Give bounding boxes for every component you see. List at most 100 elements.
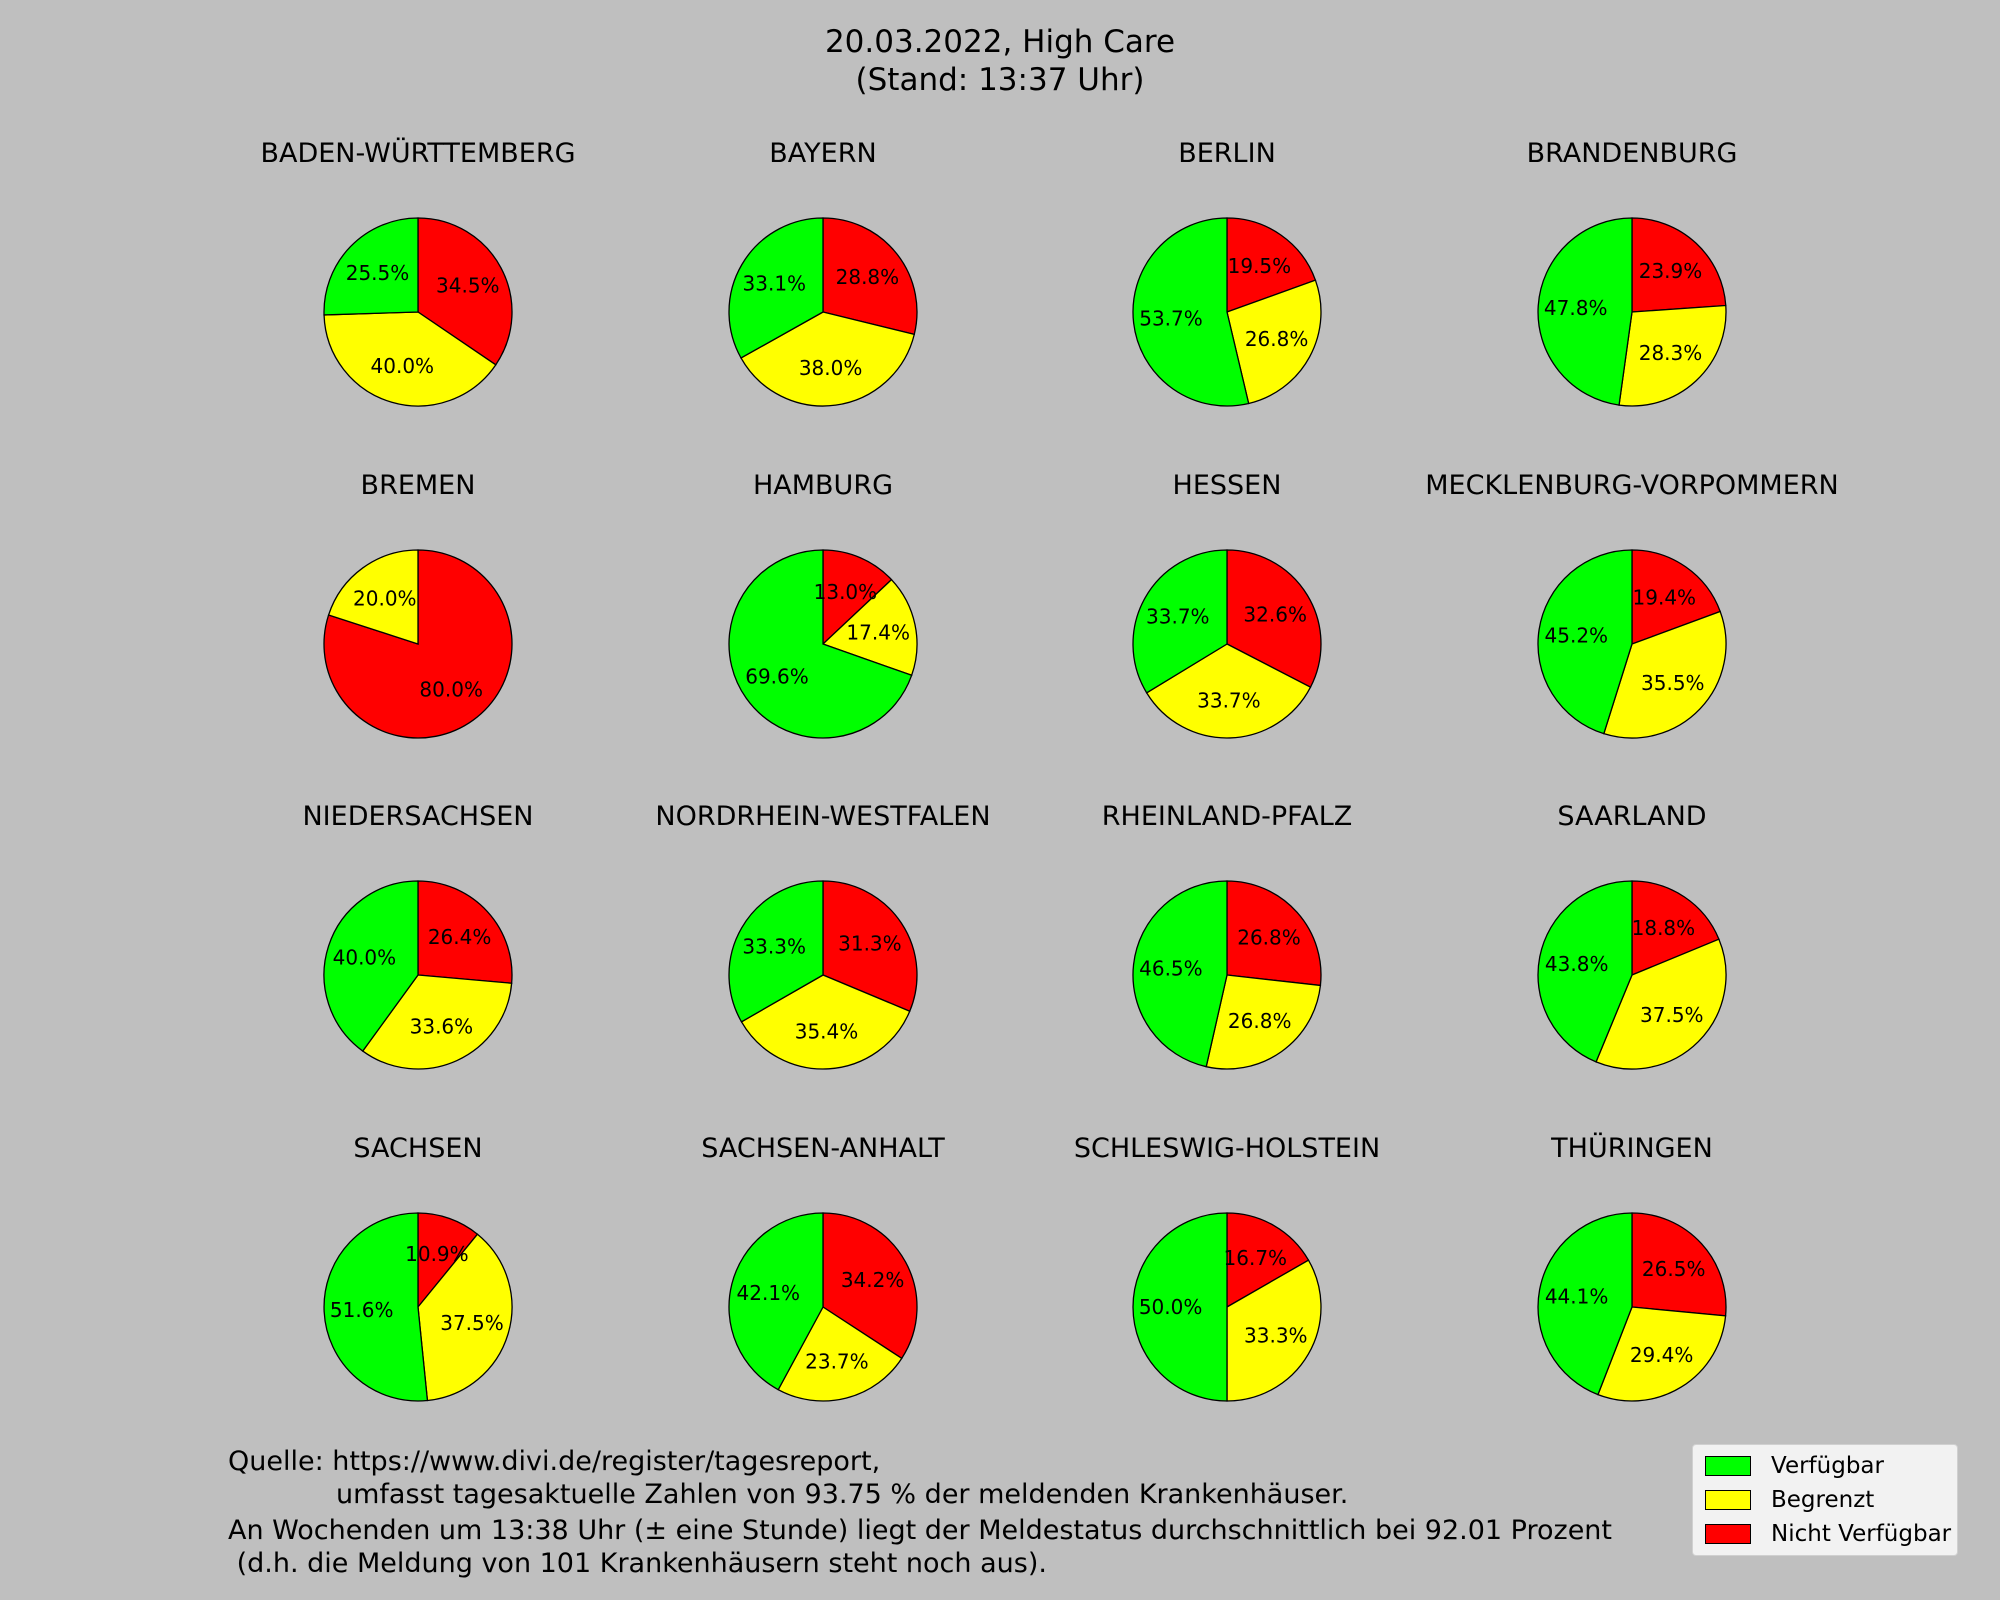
pie-saarland: SAARLAND 18.8% 37.5% 43.8% bbox=[1537, 801, 1727, 1070]
pie-label-baden-wuerttemberg-verfuegbar: 25.5% bbox=[346, 261, 410, 285]
pie-label-thueringen-nicht-verfuegbar: 26.5% bbox=[1642, 1257, 1706, 1281]
pie-label-thueringen-begrenzt: 29.4% bbox=[1630, 1343, 1694, 1367]
pie-label-bremen-begrenzt: 20.0% bbox=[353, 586, 417, 610]
source-note-line2: umfasst tagesaktuelle Zahlen von 93.75 %… bbox=[336, 1479, 1349, 1510]
legend: Verfügbar Begrenzt Nicht Verfügbar bbox=[1692, 1444, 1958, 1556]
pie-slice-thueringen-nicht-verfuegbar bbox=[1631, 1212, 1727, 1317]
legend-label-begrenzt: Begrenzt bbox=[1771, 1487, 1875, 1513]
pie-slice-baden-wuerttemberg-nicht-verfuegbar bbox=[417, 217, 513, 366]
pie-label-sachsen-anhalt-begrenzt: 23.7% bbox=[805, 1350, 869, 1374]
pie-label-berlin-begrenzt: 26.8% bbox=[1245, 327, 1309, 351]
pie-slice-baden-wuerttemberg-begrenzt bbox=[323, 311, 497, 407]
pie-label-sachsen-nicht-verfuegbar: 10.9% bbox=[405, 1242, 469, 1266]
pie-label-bayern-nicht-verfuegbar: 28.8% bbox=[836, 265, 900, 289]
pie-label-niedersachsen-nicht-verfuegbar: 26.4% bbox=[428, 925, 492, 949]
pie-bayern: BAYERN 28.8% 38.0% 33.1% bbox=[728, 138, 918, 407]
pie-slice-sachsen-begrenzt bbox=[417, 1233, 513, 1402]
pie-label-nordrhein-westfalen-nicht-verfuegbar: 31.3% bbox=[838, 932, 902, 956]
pie-slice-rheinland-pfalz-begrenzt bbox=[1205, 974, 1322, 1070]
pie-label-schleswig-holstein-verfuegbar: 50.0% bbox=[1139, 1295, 1203, 1319]
pie-label-berlin-nicht-verfuegbar: 19.5% bbox=[1228, 254, 1292, 278]
pie-brandenburg: BRANDENBURG 23.9% 28.3% 47.8% bbox=[1527, 138, 1738, 407]
pie-label-nordrhein-westfalen-begrenzt: 35.4% bbox=[795, 1019, 859, 1043]
pie-slice-thueringen-begrenzt bbox=[1597, 1306, 1727, 1402]
pie-label-baden-wuerttemberg-nicht-verfuegbar: 34.5% bbox=[436, 274, 500, 298]
pie-title-baden-wuerttemberg: BADEN-WÜRTTEMBERG bbox=[260, 137, 575, 169]
status-note-line1: An Wochenden um 13:38 Uhr (± eine Stunde… bbox=[228, 1515, 1613, 1546]
pie-label-schleswig-holstein-nicht-verfuegbar: 16.7% bbox=[1224, 1246, 1288, 1270]
pie-label-schleswig-holstein-begrenzt: 33.3% bbox=[1244, 1323, 1308, 1347]
pie-slice-berlin-verfuegbar bbox=[1132, 217, 1250, 407]
pie-slice-saarland-begrenzt bbox=[1595, 938, 1727, 1070]
pie-title-schleswig-holstein: SCHLESWIG-HOLSTEIN bbox=[1074, 1133, 1380, 1164]
pie-slice-rheinland-pfalz-nicht-verfuegbar bbox=[1226, 880, 1322, 987]
pie-slice-hessen-verfuegbar bbox=[1132, 549, 1228, 694]
pie-title-nordrhein-westfalen: NORDRHEIN-WESTFALEN bbox=[655, 801, 990, 832]
pie-label-berlin-verfuegbar: 53.7% bbox=[1139, 307, 1203, 331]
legend-item-begrenzt: Begrenzt bbox=[1705, 1485, 1874, 1515]
pie-label-sachsen-verfuegbar: 51.6% bbox=[330, 1298, 394, 1322]
pie-slice-brandenburg-begrenzt bbox=[1618, 304, 1727, 407]
pie-slice-brandenburg-verfuegbar bbox=[1537, 217, 1633, 406]
pie-label-thueringen-verfuegbar: 44.1% bbox=[1545, 1285, 1609, 1309]
legend-label-nicht-verfuegbar: Nicht Verfügbar bbox=[1771, 1521, 1952, 1547]
pie-mecklenburg-vorpommern: MECKLENBURG-VORPOMMERN 19.4% 35.5% 45.2% bbox=[1425, 470, 1839, 739]
pie-hessen: HESSEN 32.6% 33.7% 33.7% bbox=[1132, 470, 1322, 739]
pie-title-sachsen: SACHSEN bbox=[353, 1133, 482, 1164]
pie-title-mecklenburg-vorpommern: MECKLENBURG-VORPOMMERN bbox=[1425, 470, 1839, 501]
pie-slice-baden-wuerttemberg-verfuegbar bbox=[323, 217, 419, 316]
pie-slice-hessen-nicht-verfuegbar bbox=[1226, 549, 1322, 689]
pie-slice-schleswig-holstein-nicht-verfuegbar bbox=[1226, 1212, 1310, 1309]
pie-slice-bayern-verfuegbar bbox=[728, 217, 824, 359]
pie-slice-nordrhein-westfalen-verfuegbar bbox=[728, 880, 824, 1023]
legend-label-verfuegbar: Verfügbar bbox=[1771, 1453, 1884, 1479]
pie-title-rheinland-pfalz: RHEINLAND-PFALZ bbox=[1102, 801, 1353, 832]
chart-title: 20.03.2022, High Care bbox=[824, 24, 1176, 60]
pie-title-bayern: BAYERN bbox=[769, 138, 876, 169]
pie-label-hamburg-begrenzt: 17.4% bbox=[846, 620, 910, 644]
pie-slice-hamburg-begrenzt bbox=[821, 578, 918, 677]
pie-thueringen: THÜRINGEN 26.5% 29.4% 44.1% bbox=[1537, 1132, 1727, 1402]
pie-label-saarland-begrenzt: 37.5% bbox=[1640, 1003, 1704, 1027]
pie-label-nordrhein-westfalen-verfuegbar: 33.3% bbox=[742, 935, 806, 959]
pie-title-brandenburg: BRANDENBURG bbox=[1527, 138, 1738, 169]
pie-title-hessen: HESSEN bbox=[1173, 470, 1282, 501]
legend-item-nicht-verfuegbar: Nicht Verfügbar bbox=[1705, 1519, 1951, 1549]
pie-slice-sachsen-verfuegbar bbox=[323, 1212, 429, 1402]
pie-slice-niedersachsen-verfuegbar bbox=[323, 880, 419, 1052]
pie-title-hamburg: HAMBURG bbox=[753, 470, 893, 501]
pie-title-niedersachsen: NIEDERSACHSEN bbox=[302, 801, 533, 832]
source-note-line1: Quelle: https://www.divi.de/register/tag… bbox=[228, 1446, 881, 1477]
pie-slice-mecklenburg-vorpommern-begrenzt bbox=[1603, 610, 1727, 739]
pie-label-sachsen-begrenzt: 37.5% bbox=[440, 1311, 504, 1335]
pie-slice-thueringen-verfuegbar bbox=[1537, 1212, 1633, 1396]
pie-label-saarland-nicht-verfuegbar: 18.8% bbox=[1632, 916, 1696, 940]
pie-label-mecklenburg-vorpommern-verfuegbar: 45.2% bbox=[1545, 623, 1609, 647]
pie-title-bremen: BREMEN bbox=[361, 470, 476, 501]
pie-label-hessen-begrenzt: 33.7% bbox=[1197, 688, 1261, 712]
pie-label-sachsen-anhalt-nicht-verfuegbar: 34.2% bbox=[841, 1268, 905, 1292]
pie-label-hessen-verfuegbar: 33.7% bbox=[1146, 604, 1210, 628]
pie-slice-berlin-nicht-verfuegbar bbox=[1226, 217, 1317, 313]
pie-slice-nordrhein-westfalen-nicht-verfuegbar bbox=[822, 880, 918, 1013]
pie-niedersachsen: NIEDERSACHSEN 26.4% 33.6% 40.0% bbox=[302, 801, 534, 1070]
pie-slice-mecklenburg-vorpommern-nicht-verfuegbar bbox=[1631, 549, 1722, 645]
legend-swatch-nicht-verfuegbar bbox=[1705, 1524, 1751, 1544]
pie-schleswig-holstein: SCHLESWIG-HOLSTEIN 16.7% 33.3% 50.0% bbox=[1074, 1133, 1380, 1402]
pie-slice-hamburg-nicht-verfuegbar bbox=[822, 549, 893, 646]
pie-hamburg: HAMBURG 13.0% 17.4% 69.6% bbox=[728, 470, 918, 739]
pie-sachsen: SACHSEN 10.9% 37.5% 51.6% bbox=[323, 1133, 513, 1402]
pie-label-niedersachsen-begrenzt: 33.6% bbox=[410, 1014, 474, 1038]
pie-slice-nordrhein-westfalen-begrenzt bbox=[740, 974, 911, 1070]
status-note-line2: (d.h. die Meldung von 101 Krankenhäusern… bbox=[228, 1548, 1047, 1579]
pie-label-baden-wuerttemberg-begrenzt: 40.0% bbox=[371, 354, 435, 378]
pie-label-rheinland-pfalz-begrenzt: 26.8% bbox=[1228, 1009, 1292, 1033]
pie-baden-wuerttemberg: BADEN-WÜRTTEMBERG 34.5% 40.0% 25.5% bbox=[260, 137, 576, 407]
pie-bremen: BREMEN 80.0% 20.0% bbox=[323, 470, 513, 739]
pie-title-saarland: SAARLAND bbox=[1557, 801, 1706, 832]
legend-item-verfuegbar: Verfügbar bbox=[1705, 1451, 1884, 1481]
pie-rheinland-pfalz: RHEINLAND-PFALZ 26.8% 26.8% 46.5% bbox=[1102, 801, 1353, 1070]
pie-slice-sachsen-anhalt-verfuegbar bbox=[728, 1212, 824, 1391]
pie-label-rheinland-pfalz-verfuegbar: 46.5% bbox=[1139, 957, 1203, 981]
pie-slice-bayern-begrenzt bbox=[740, 311, 916, 407]
